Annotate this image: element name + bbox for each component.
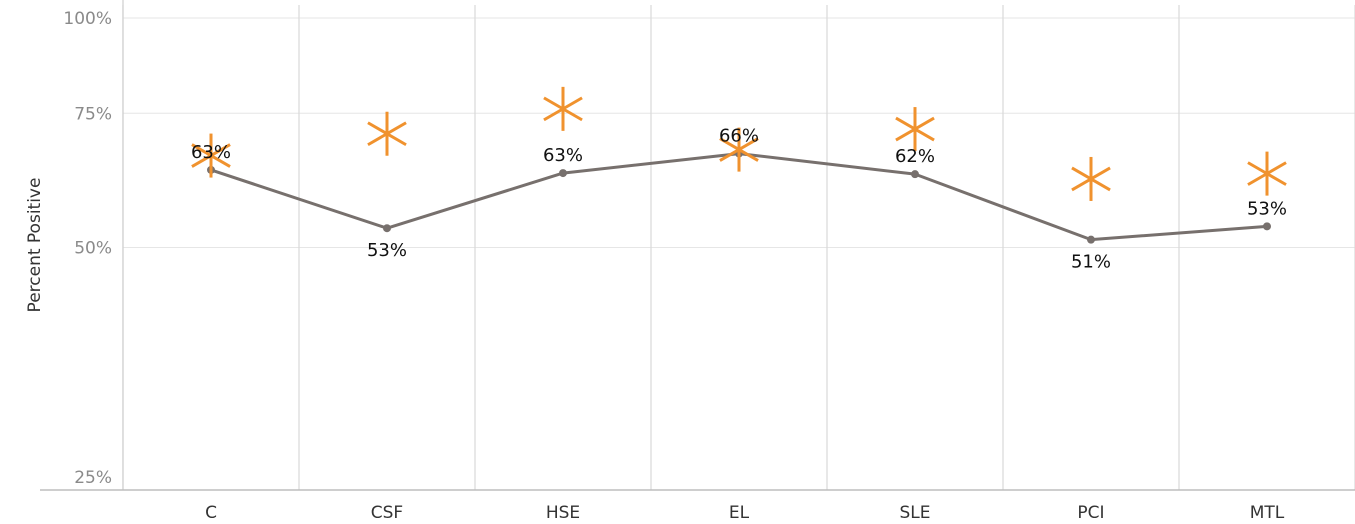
asterisk-marker <box>543 86 583 131</box>
x-tick-label: MTL <box>1250 503 1285 523</box>
asterisk-stroke <box>191 143 231 168</box>
line-point <box>559 169 567 178</box>
asterisk-marker <box>719 127 759 172</box>
asterisk-marker <box>1071 156 1111 201</box>
data-labels-layer: 63% 53% 63% 66% 62% 51% 53% <box>191 126 1287 273</box>
y-tick-label: 50% <box>74 239 112 259</box>
asterisk-stroke <box>1247 161 1287 186</box>
asterisk-stroke <box>895 116 935 142</box>
asterisk-marker <box>1247 151 1287 196</box>
y-tick-label: 25% <box>74 468 112 488</box>
asterisk-marker <box>367 111 407 156</box>
y-axis-ticks: 25% 50% 75% 100% <box>63 9 112 488</box>
line-point <box>383 224 391 233</box>
grid-lines <box>122 5 1355 490</box>
x-axis-ticks: C CSF HSE EL SLE PCI MTL <box>205 503 1285 523</box>
asterisk-stroke <box>543 96 583 122</box>
data-label: 53% <box>1247 198 1287 219</box>
y-tick-label: 75% <box>74 104 112 124</box>
x-tick-label: HSE <box>546 503 580 523</box>
data-label: 62% <box>895 146 935 167</box>
data-label: 63% <box>191 142 231 163</box>
data-label: 63% <box>543 145 583 166</box>
x-tick-label: EL <box>729 503 750 523</box>
line-point <box>911 170 919 179</box>
series-layer <box>191 86 1287 244</box>
asterisk-stroke <box>719 137 759 162</box>
asterisk-stroke <box>1071 166 1111 192</box>
asterisk-stroke <box>367 121 407 147</box>
asterisk-marker <box>895 107 935 152</box>
data-label: 66% <box>719 126 759 147</box>
x-tick-label: PCI <box>1077 503 1104 523</box>
line-point <box>1263 222 1271 231</box>
x-tick-label: SLE <box>899 503 930 523</box>
axes <box>40 0 1355 491</box>
y-axis-title: Percent Positive <box>25 178 45 313</box>
y-tick-label: 100% <box>63 9 112 29</box>
x-tick-label: C <box>205 503 217 523</box>
line-point <box>1087 235 1095 244</box>
data-label: 53% <box>367 240 407 261</box>
data-label: 51% <box>1071 252 1111 273</box>
x-tick-label: CSF <box>371 503 403 523</box>
asterisk-marker <box>191 133 231 178</box>
